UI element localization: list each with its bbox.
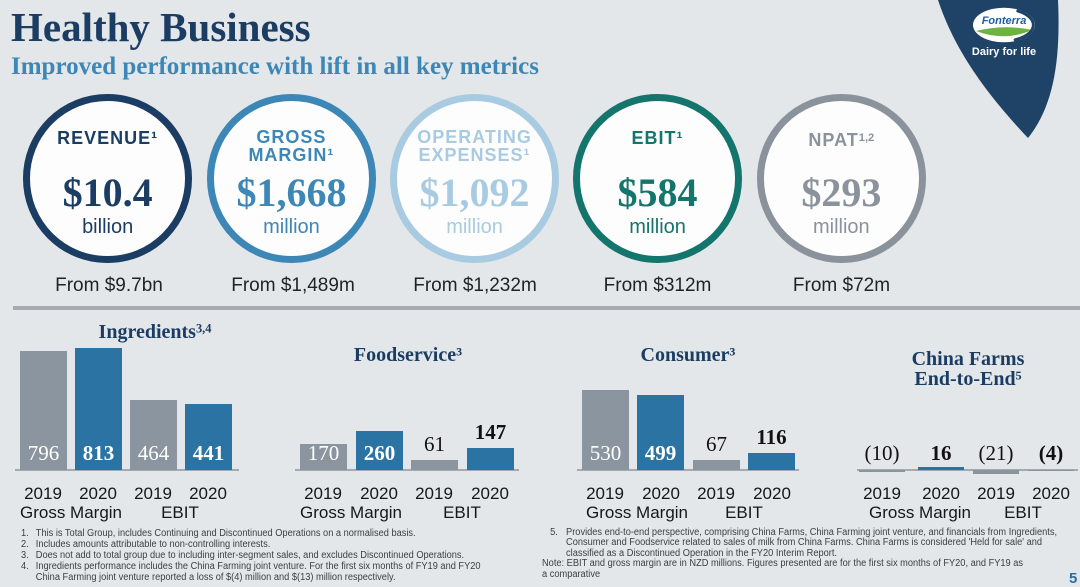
svg-text:Dairy for life: Dairy for life [972, 46, 1036, 58]
svg-text:Fonterra: Fonterra [982, 15, 1027, 27]
